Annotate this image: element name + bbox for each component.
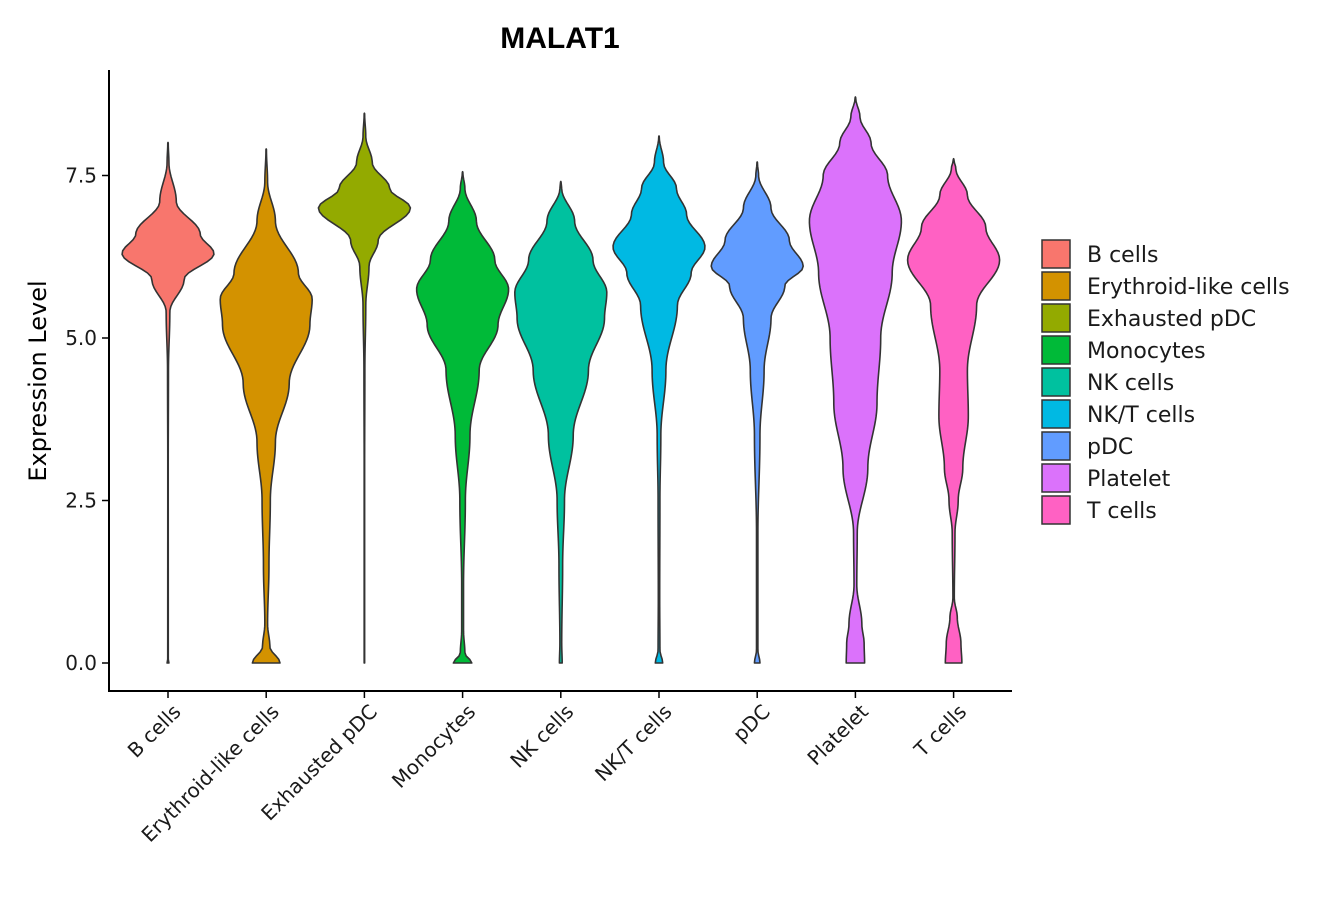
legend-swatch [1041,463,1071,493]
legend-label: Exhausted pDC [1087,307,1256,332]
violin-t-cells [906,157,1001,664]
legend-swatch [1041,271,1071,301]
legend-swatch [1041,239,1071,269]
violin-nk-t-cells [612,135,706,664]
x-tick-label: Platelet [802,699,873,770]
violin-erythroid-like-cells [219,148,313,664]
legend-label: pDC [1087,435,1133,460]
violin-exhausted-pdc [317,112,412,664]
legend: B cells Erythroid-like cells Exhausted pDC… [1041,239,1290,525]
legend-label: NK cells [1087,371,1174,396]
legend-swatch [1041,367,1071,397]
legend-swatch [1041,399,1071,429]
legend-swatch [1041,431,1071,461]
x-tick-label: B cells [123,700,186,763]
legend-label: B cells [1087,243,1158,268]
y-tick-label: 0.0 [65,651,97,675]
y-tick-label: 2.5 [65,489,97,513]
x-tick-label: pDC [728,700,775,747]
y-axis-title: Expression Level [24,280,52,481]
y-tick-label: 5.0 [65,326,97,350]
x-tick-label: Monocytes [387,700,480,793]
legend-label: T cells [1086,499,1157,524]
legend-swatch [1041,495,1071,525]
violin-pdc [710,161,804,664]
legend-swatch [1041,303,1071,333]
x-tick-label: NK cells [505,700,578,773]
legend-label: NK/T cells [1087,403,1195,428]
violin-b-cells [121,141,215,664]
legend-label: Monocytes [1087,339,1206,364]
y-tick-label: 7.5 [65,164,97,188]
chart-title: MALAT1 [500,22,619,55]
violin-monocytes [415,170,510,664]
y-axis-ticks: 0.0 2.5 5.0 7.5 [65,164,109,675]
x-tick-label: T cells [909,700,972,763]
legend-swatch [1041,335,1071,365]
legend-label: Erythroid-like cells [1087,275,1290,300]
legend-label: Platelet [1087,467,1171,492]
violin-platelet [808,96,903,664]
x-tick-label: NK/T cells [590,700,676,786]
violin-nk-cells [514,180,608,664]
violins-group [121,96,1001,664]
